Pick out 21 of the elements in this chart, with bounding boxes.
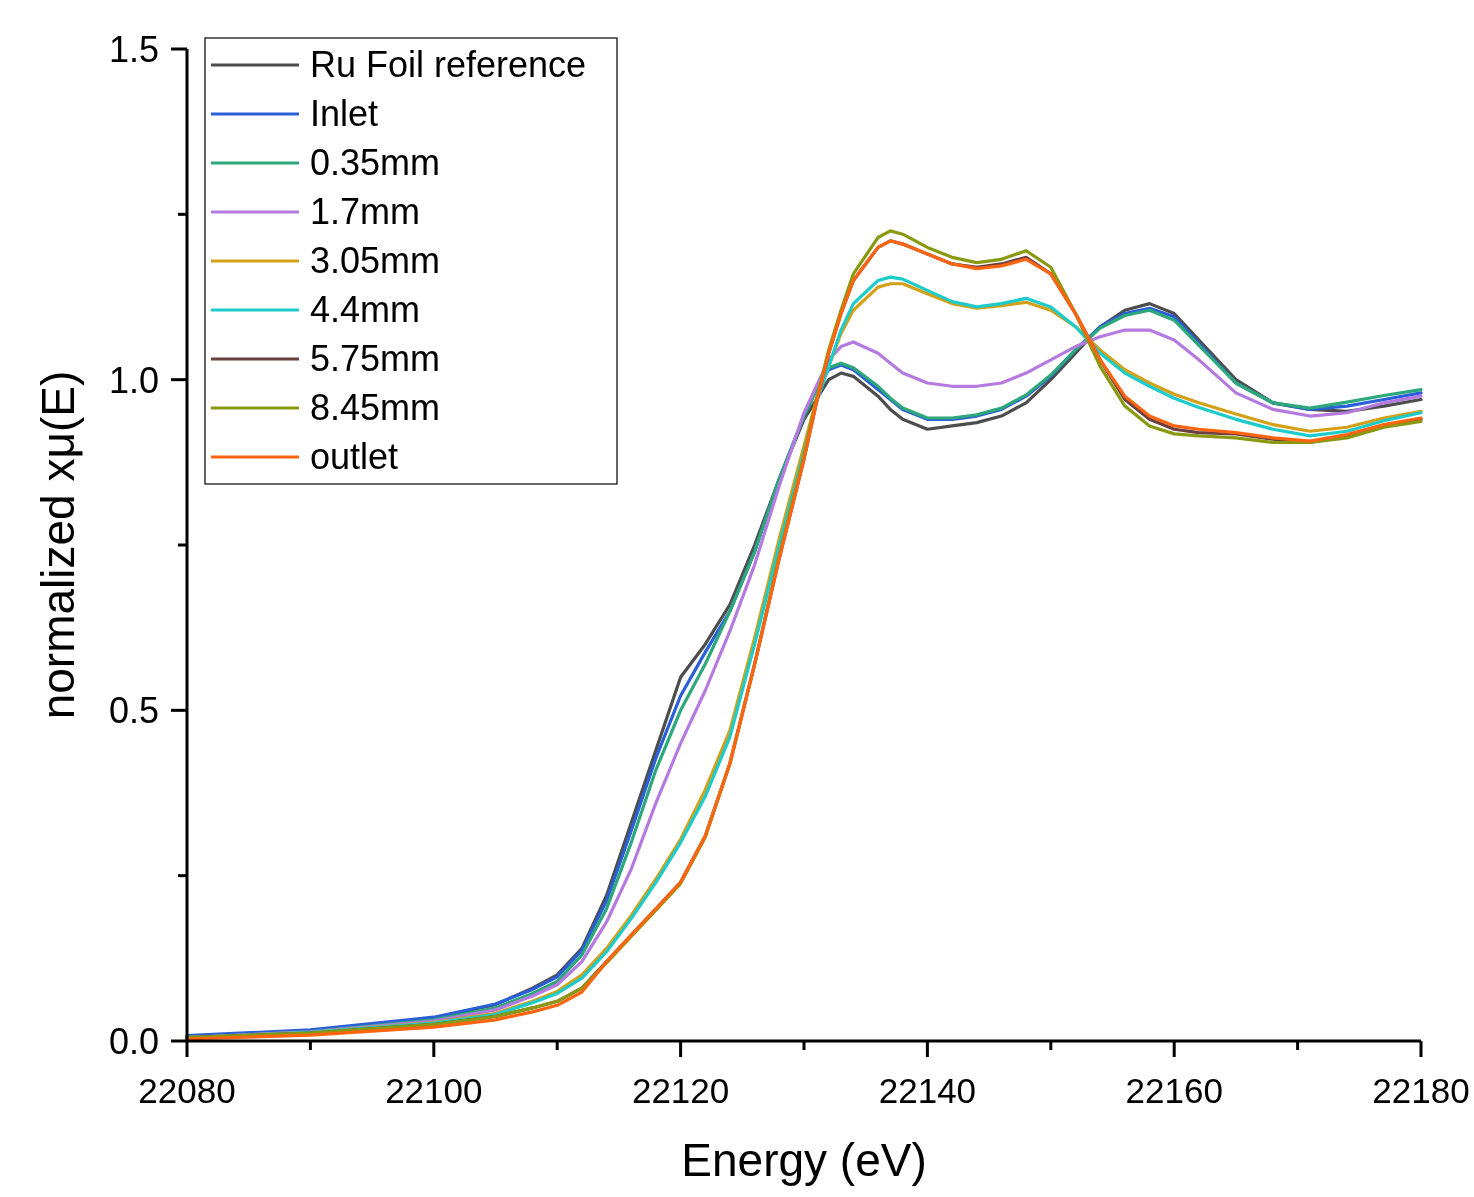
x-tick-label: 22120: [631, 1071, 730, 1110]
y-tick-label: 1.0: [108, 359, 159, 401]
legend-label: Ru Foil reference: [310, 44, 587, 85]
legend-label: 1.7mm: [310, 191, 421, 232]
x-tick-label: 22140: [878, 1071, 977, 1110]
legend-label: Inlet: [310, 93, 379, 134]
legend-label: 4.4mm: [310, 289, 421, 330]
y-axis-title: normalized xμ(E): [32, 370, 84, 720]
legend-label: 8.45mm: [310, 387, 441, 428]
y-tick-label: 0.0: [108, 1021, 159, 1062]
x-tick-label: 22080: [138, 1071, 236, 1110]
y-tick-label: 0.5: [108, 690, 159, 732]
legend-label: outlet: [310, 436, 399, 477]
legend-label: 5.75mm: [310, 338, 441, 379]
y-tick-label: 1.5: [108, 29, 159, 70]
x-tick-label: 22180: [1372, 1071, 1470, 1110]
legend-label: 0.35mm: [310, 142, 441, 183]
x-axis-title: Energy (eV): [681, 1134, 927, 1186]
legend-label: 3.05mm: [310, 240, 441, 281]
x-tick-label: 22160: [1125, 1071, 1223, 1110]
x-tick-label: 22100: [385, 1071, 483, 1110]
